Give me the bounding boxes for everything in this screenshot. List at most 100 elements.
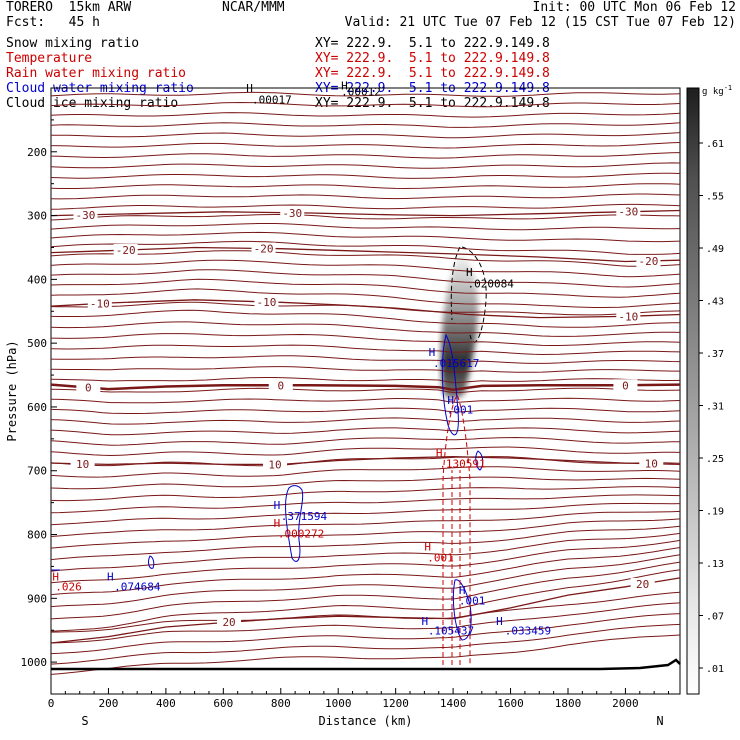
max-value-label: .130591 <box>439 458 485 471</box>
max-value-label: .001 <box>447 403 474 416</box>
max-value-label: .074684 <box>114 581 161 594</box>
isotherm-line <box>51 334 680 346</box>
isotherm-label: -20 <box>254 242 274 255</box>
isotherm-line <box>51 388 680 393</box>
north-label: N <box>656 714 663 728</box>
isotherm-line <box>51 345 680 354</box>
isotherm-line <box>51 215 680 221</box>
colorbar-ticks: .61 .55 .49 .43 .37 .31 .25 .19 .13 .07 .01 <box>699 139 724 675</box>
colorbar-tick-label: .01 <box>706 664 724 675</box>
max-value-label: .000272 <box>278 528 324 541</box>
isotherm-line <box>51 143 680 149</box>
max-value-label: .00012 <box>341 86 381 99</box>
isotherm-line <box>51 184 680 189</box>
isotherm--30 <box>51 211 680 216</box>
colorbar-tick-label: .07 <box>706 612 724 623</box>
colorbar-tick-label: .31 <box>706 402 724 413</box>
max-value-label: .001 <box>427 551 454 564</box>
isotherm-label: -20 <box>116 244 136 257</box>
isotherm-line <box>51 113 680 118</box>
max-h-marker: H <box>274 499 281 512</box>
isotherm-line <box>51 356 680 364</box>
colorbar-tick-label: .37 <box>706 349 724 360</box>
max-h-marker: H <box>107 570 114 583</box>
south-label: S <box>81 714 88 728</box>
isotherm-label: 0 <box>277 379 284 392</box>
isotherm-line <box>51 398 680 403</box>
isotherm-line <box>51 408 680 413</box>
x-tick-label: 2000 <box>612 697 639 710</box>
x-tick-label: 0 <box>48 697 55 710</box>
y-axis-title: Pressure (hPa) <box>5 340 19 441</box>
isotherm-label: -30 <box>282 207 302 220</box>
isotherm-line <box>51 418 680 424</box>
y-tick-label: 700 <box>27 465 47 478</box>
x-tick-label: 1800 <box>555 697 582 710</box>
isotherm-line <box>51 133 680 138</box>
cloud-water-contour <box>286 486 303 562</box>
max-h-marker: H <box>496 615 503 628</box>
cloud-water-contour <box>149 556 154 568</box>
x-tick-label: 1000 <box>325 697 352 710</box>
isotherm-label: 10 <box>645 458 658 471</box>
y-tick-label: 200 <box>27 146 47 159</box>
y-tick-label: 900 <box>27 592 47 605</box>
isotherm-line <box>51 495 680 513</box>
isotherm-label: 20 <box>222 616 235 629</box>
isotherm-label: -30 <box>618 206 638 219</box>
isotherm-line <box>51 533 680 571</box>
max-value-label: .015617 <box>433 357 479 370</box>
colorbar-tick-label: .19 <box>706 507 724 518</box>
x-tick-label: 600 <box>213 697 233 710</box>
isotherm-label: 10 <box>268 458 281 471</box>
isotherm-line <box>51 378 680 383</box>
y-tick-label: 600 <box>27 401 47 414</box>
y-tick-label: 300 <box>27 210 47 223</box>
x-tick-label: 200 <box>99 697 119 710</box>
isotherm-line <box>51 224 680 230</box>
colorbar-tick-label: .49 <box>706 244 724 255</box>
isotherm-line <box>51 310 680 327</box>
isotherm-0 <box>51 385 680 390</box>
isotherm-label: -10 <box>90 297 110 310</box>
colorbar-tick-label: .43 <box>706 297 724 308</box>
isotherm-label: -10 <box>618 310 638 323</box>
isotherm-line <box>51 153 680 159</box>
colorbar-tick-label: .13 <box>706 559 724 570</box>
max-value-label: .026 <box>55 581 82 594</box>
isotherm-line <box>51 173 680 178</box>
isotherm-line <box>51 487 680 501</box>
isotherm-10 <box>51 457 680 465</box>
colorbar-tick-label: .55 <box>706 192 724 203</box>
x-tick-label: 1600 <box>497 697 524 710</box>
x-axis-title: Distance (km) <box>319 714 413 728</box>
isotherm-line <box>51 428 680 435</box>
isotherm-line <box>51 367 680 373</box>
max-value-label: .020084 <box>467 278 514 291</box>
isotherm-line <box>51 570 680 632</box>
isotherm-line <box>51 438 680 446</box>
isotherm-line <box>51 511 680 536</box>
isotherm-label: -20 <box>638 255 658 268</box>
isotherm-line <box>51 123 680 128</box>
isotherm-line <box>51 447 680 456</box>
isotherm-label: 20 <box>636 578 649 591</box>
colorbar-unit: g kg-1 <box>702 84 732 97</box>
isotherm-line <box>51 194 680 199</box>
isotherm-label: -30 <box>76 209 96 222</box>
y-tick-label: 500 <box>27 337 47 350</box>
isotherm-label: -10 <box>256 296 276 309</box>
colorbar-tick-label: .25 <box>706 454 724 465</box>
colorbar: .61 .55 .49 .43 .37 .31 .25 .19 .13 .07 .01 g kg-1 <box>687 84 732 694</box>
isotherm-line <box>51 467 680 477</box>
max-value-label: .371594 <box>281 510 328 523</box>
isotherm-label: 0 <box>622 379 629 392</box>
isotherm-line <box>51 241 680 254</box>
isotherm-line <box>51 477 680 489</box>
isotherm-line <box>51 302 680 315</box>
max-value-label: .00017 <box>252 93 292 106</box>
isotherm-line <box>51 103 680 107</box>
x-tick-label: 800 <box>271 697 291 710</box>
max-labels: H.020084H.015617H.001H.130591H.371594H.0… <box>52 79 551 637</box>
colorbar-gradient <box>687 88 699 694</box>
